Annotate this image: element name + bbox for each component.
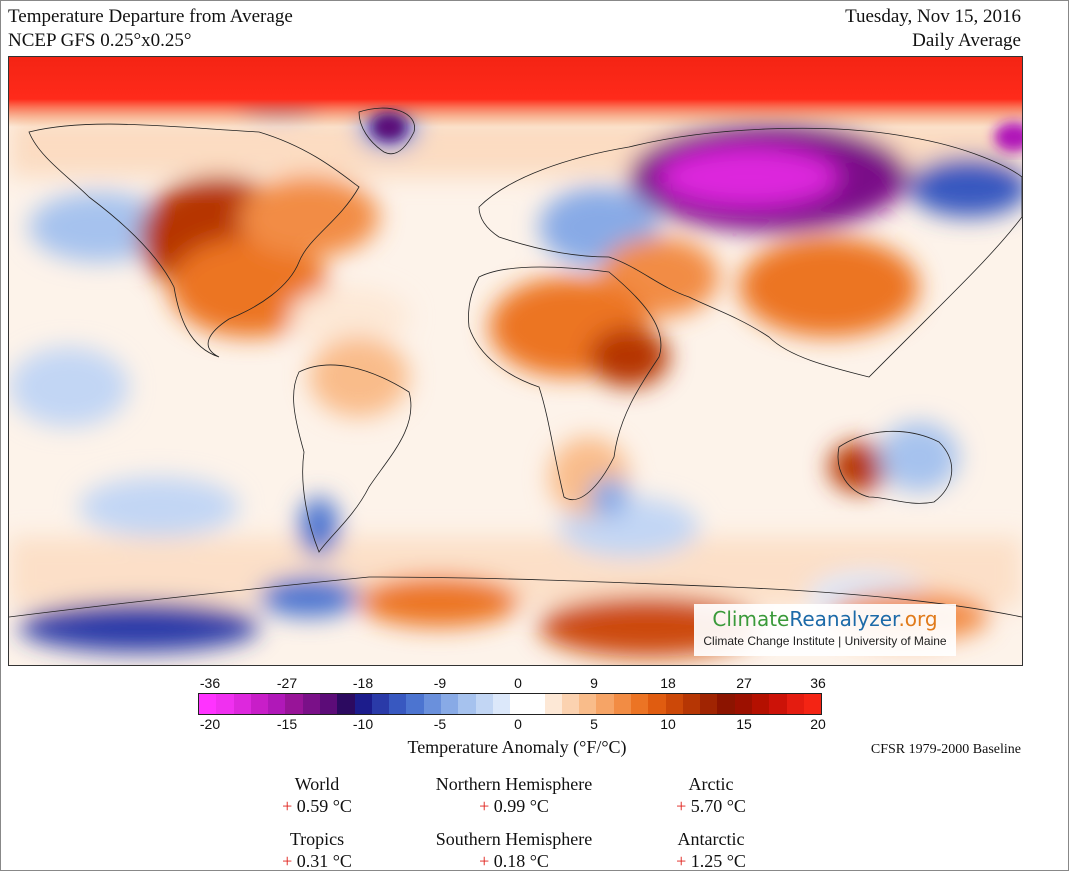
- baseline-label: CFSR 1979-2000 Baseline: [870, 742, 1021, 757]
- c-tick: 5: [590, 716, 598, 732]
- stat-label: World: [294, 774, 340, 794]
- f-tick: 18: [660, 675, 676, 691]
- stat-value: 0.31 °C: [296, 851, 352, 871]
- logo-text-reanalyzer: Reanalyzer: [789, 607, 899, 631]
- colorbar-swatch: [389, 694, 407, 714]
- logo-text-org: .org: [898, 607, 938, 631]
- colorbar-swatch: [337, 694, 355, 714]
- colorbar-swatch: [302, 694, 320, 714]
- colorbar-swatch: [631, 694, 649, 714]
- colorbar-swatch: [700, 694, 718, 714]
- stat-label: Tropics: [289, 829, 345, 849]
- stat-sign: +: [479, 851, 490, 871]
- stat-arctic: Arctic + 5.70 °C: [601, 773, 821, 817]
- logo-text-climate: Climate: [712, 607, 790, 631]
- c-tick: 0: [514, 716, 522, 732]
- climate-reanalyzer-logo: ClimateReanalyzer.org Climate Change Ins…: [694, 604, 956, 656]
- c-tick: -5: [433, 716, 447, 732]
- colorbar-swatch: [268, 694, 286, 714]
- stat-northern-hemisphere: Northern Hemisphere + 0.99 °C: [404, 773, 624, 817]
- arctic-warm-band: [9, 57, 1022, 127]
- colorbar-swatch: [319, 694, 338, 714]
- stat-label: Southern Hemisphere: [435, 829, 593, 849]
- c-tick: -20: [199, 716, 221, 732]
- f-tick: -18: [352, 675, 374, 691]
- stat-value: 0.18 °C: [493, 851, 549, 871]
- colorbar-swatch: [579, 694, 597, 714]
- colorbar-swatch: [648, 694, 666, 714]
- date-label: Tuesday, Nov 15, 2016: [845, 6, 1021, 27]
- f-tick: -9: [433, 675, 447, 691]
- anomaly-map: [8, 56, 1023, 666]
- stat-world: World + 0.59 °C: [207, 773, 427, 817]
- colorbar-swatch: [510, 694, 528, 714]
- map-title: Temperature Departure from Average: [8, 6, 293, 27]
- colorbar-swatch: [492, 694, 511, 714]
- colorbar-swatch: [285, 694, 303, 714]
- colorbar-swatch: [717, 694, 735, 714]
- f-tick: 9: [590, 675, 598, 691]
- stat-value: 0.99 °C: [493, 796, 549, 816]
- stat-label: Northern Hemisphere: [435, 774, 593, 794]
- colorbar-swatch: [769, 694, 787, 714]
- colorbar-swatch: [527, 694, 545, 714]
- colorbar-swatch: [458, 694, 476, 714]
- stat-label: Arctic: [688, 774, 734, 794]
- continent-outlines: [9, 107, 1022, 618]
- period-label: Daily Average: [912, 30, 1021, 51]
- f-tick: -27: [276, 675, 298, 691]
- colorbar-swatch: [475, 694, 493, 714]
- stat-value: 0.59 °C: [296, 796, 352, 816]
- colorbar-swatch: [233, 694, 251, 714]
- c-tick: -15: [276, 716, 298, 732]
- colorbar-swatch: [250, 694, 269, 714]
- c-tick: 20: [810, 716, 826, 732]
- colorbar-swatch: [596, 694, 614, 714]
- colorbar-swatch: [440, 694, 459, 714]
- colorbar-swatch: [682, 694, 701, 714]
- colorbar-swatch: [561, 694, 580, 714]
- colorbar-swatch: [613, 694, 632, 714]
- c-tick: 15: [736, 716, 752, 732]
- colorbar-swatch: [423, 694, 441, 714]
- colorbar-swatch: [803, 694, 822, 714]
- stat-tropics: Tropics + 0.31 °C: [207, 828, 427, 872]
- colorbar-swatch: [371, 694, 390, 714]
- colorbar-swatch: [199, 694, 217, 714]
- stat-label: Antarctic: [677, 829, 745, 849]
- colorbar-swatch: [734, 694, 752, 714]
- stat-sign: +: [282, 796, 293, 816]
- f-tick: 36: [810, 675, 826, 691]
- f-tick: -36: [199, 675, 221, 691]
- stat-sign: +: [479, 796, 490, 816]
- stat-sign: +: [282, 851, 293, 871]
- stat-sign: +: [676, 796, 687, 816]
- stat-value: 1.25 °C: [690, 851, 746, 871]
- stat-value: 5.70 °C: [690, 796, 746, 816]
- colorbar-swatch: [354, 694, 372, 714]
- stat-sign: +: [676, 851, 687, 871]
- colorbar-swatch: [544, 694, 562, 714]
- colorbar-swatch: [665, 694, 683, 714]
- c-tick: 10: [660, 716, 676, 732]
- logo-tagline: Climate Change Institute | University of…: [703, 634, 947, 648]
- f-tick: 0: [514, 675, 522, 691]
- colorbar-swatch: [786, 694, 804, 714]
- colorbar: [198, 693, 822, 715]
- colorbar-swatch: [216, 694, 234, 714]
- colorbar-swatch: [406, 694, 424, 714]
- colorbar-title: Temperature Anomaly (°F/°C): [407, 737, 627, 757]
- f-tick: 27: [736, 675, 752, 691]
- c-tick: -10: [352, 716, 374, 732]
- colorbar-swatch: [752, 694, 770, 714]
- stat-southern-hemisphere: Southern Hemisphere + 0.18 °C: [404, 828, 624, 872]
- model-subtitle: NCEP GFS 0.25°x0.25°: [8, 30, 192, 51]
- stat-antarctic: Antarctic + 1.25 °C: [601, 828, 821, 872]
